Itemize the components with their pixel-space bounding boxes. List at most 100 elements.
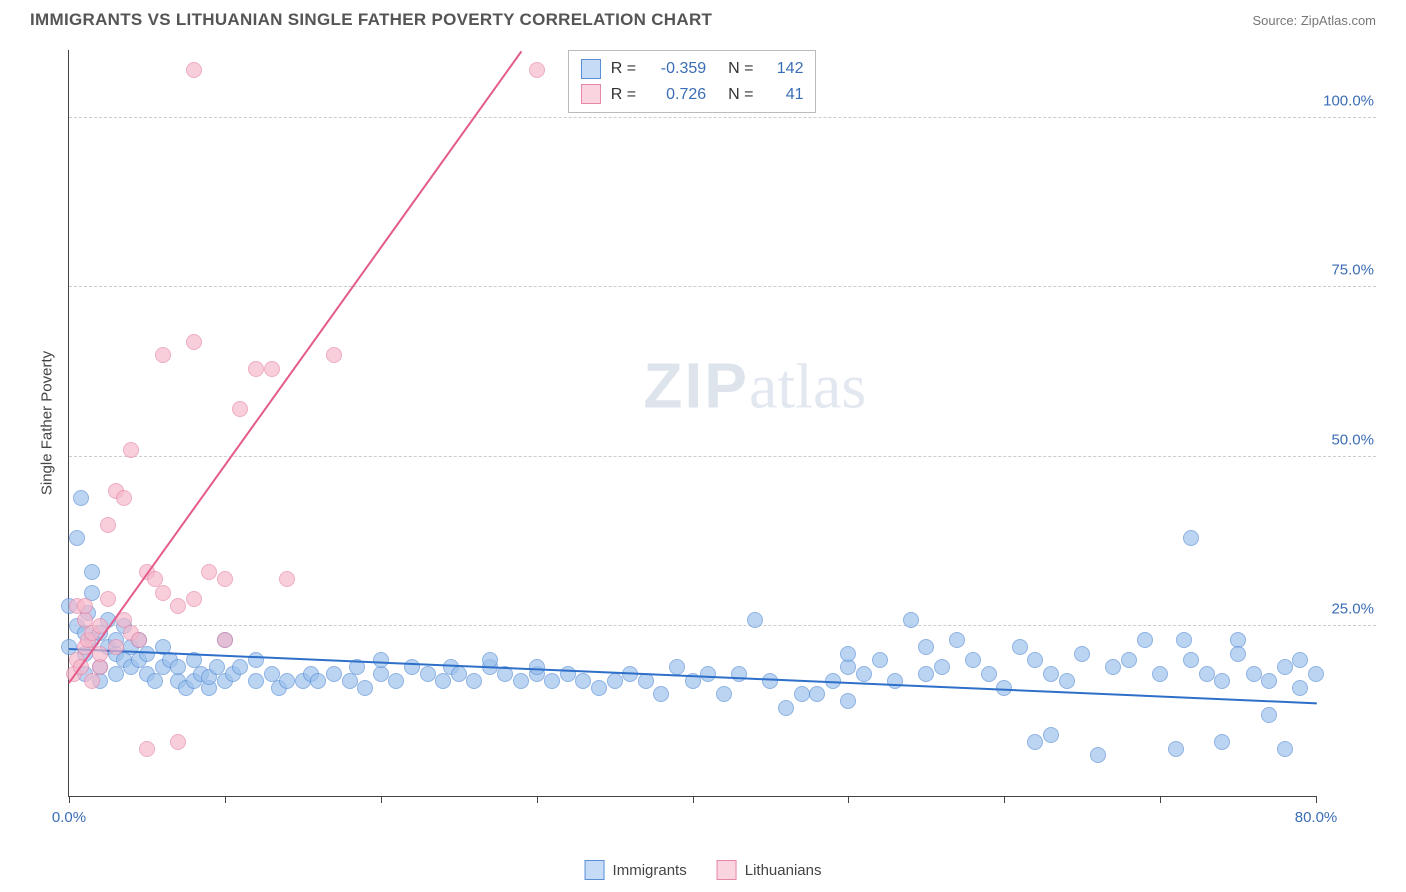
data-point xyxy=(388,673,404,689)
x-tick xyxy=(69,796,70,803)
legend-stats-row: R = -0.359 N = 142 xyxy=(581,56,804,82)
data-point xyxy=(435,673,451,689)
data-point xyxy=(1183,530,1199,546)
data-point xyxy=(700,666,716,682)
x-tick xyxy=(1316,796,1317,803)
data-point xyxy=(1183,652,1199,668)
data-point xyxy=(232,401,248,417)
data-point xyxy=(1176,632,1192,648)
data-point xyxy=(981,666,997,682)
data-point xyxy=(778,700,794,716)
watermark: ZIPatlas xyxy=(643,348,866,423)
data-point xyxy=(108,639,124,655)
data-point xyxy=(591,680,607,696)
data-point xyxy=(84,673,100,689)
data-point xyxy=(1199,666,1215,682)
data-point xyxy=(170,659,186,675)
data-point xyxy=(342,673,358,689)
data-point xyxy=(108,666,124,682)
data-point xyxy=(949,632,965,648)
data-point xyxy=(139,741,155,757)
n-label: N = xyxy=(728,56,753,82)
data-point xyxy=(918,666,934,682)
data-point xyxy=(123,442,139,458)
data-point xyxy=(575,673,591,689)
data-point xyxy=(326,347,342,363)
data-point xyxy=(872,652,888,668)
data-point xyxy=(1292,652,1308,668)
n-value: 41 xyxy=(763,82,803,108)
data-point xyxy=(1277,659,1293,675)
chart-area: Single Father Poverty ZIPatlas R =-0.359… xyxy=(30,50,1376,832)
y-tick-label: 25.0% xyxy=(1331,601,1374,618)
r-value: -0.359 xyxy=(646,56,706,82)
data-point xyxy=(170,598,186,614)
gridline xyxy=(69,286,1376,287)
data-point xyxy=(404,659,420,675)
legend-stats-row: R =0.726N =41 xyxy=(581,82,804,108)
data-point xyxy=(607,673,623,689)
header: IMMIGRANTS VS LITHUANIAN SINGLE FATHER P… xyxy=(0,0,1406,30)
data-point xyxy=(279,673,295,689)
legend-series-item: Lithuanians xyxy=(717,860,822,880)
data-point xyxy=(1261,673,1277,689)
x-tick xyxy=(537,796,538,803)
data-point xyxy=(451,666,467,682)
x-tick xyxy=(693,796,694,803)
data-point xyxy=(1214,673,1230,689)
data-point xyxy=(1043,666,1059,682)
r-value: 0.726 xyxy=(646,82,706,108)
x-tick-label: 80.0% xyxy=(1295,809,1338,826)
data-point xyxy=(155,585,171,601)
data-point xyxy=(934,659,950,675)
gridline xyxy=(69,456,1376,457)
data-point xyxy=(147,673,163,689)
data-point xyxy=(357,680,373,696)
data-point xyxy=(232,659,248,675)
data-point xyxy=(1090,747,1106,763)
legend-swatch xyxy=(581,84,601,104)
source-label: Source: ZipAtlas.com xyxy=(1252,13,1376,28)
data-point xyxy=(69,530,85,546)
data-point xyxy=(1121,652,1137,668)
chart-title: IMMIGRANTS VS LITHUANIAN SINGLE FATHER P… xyxy=(30,10,712,30)
data-point xyxy=(264,361,280,377)
data-point xyxy=(794,686,810,702)
n-value: 142 xyxy=(763,56,803,82)
data-point xyxy=(466,673,482,689)
data-point xyxy=(201,564,217,580)
data-point xyxy=(170,734,186,750)
data-point xyxy=(326,666,342,682)
data-point xyxy=(186,591,202,607)
data-point xyxy=(1152,666,1168,682)
plot-region: Single Father Poverty ZIPatlas R =-0.359… xyxy=(68,50,1316,797)
legend-series: Immigrants Lithuanians xyxy=(585,860,822,880)
data-point xyxy=(420,666,436,682)
x-tick-label: 0.0% xyxy=(52,809,86,826)
data-point xyxy=(840,693,856,709)
data-point xyxy=(155,347,171,363)
data-point xyxy=(1168,741,1184,757)
data-point xyxy=(669,659,685,675)
data-point xyxy=(529,62,545,78)
data-point xyxy=(1027,652,1043,668)
data-point xyxy=(217,632,233,648)
data-point xyxy=(1137,632,1153,648)
y-tick-label: 100.0% xyxy=(1323,92,1374,109)
data-point xyxy=(1230,646,1246,662)
data-point xyxy=(100,591,116,607)
data-point xyxy=(560,666,576,682)
y-tick-label: 50.0% xyxy=(1331,431,1374,448)
legend-series-label: Immigrants xyxy=(613,862,687,879)
data-point xyxy=(840,646,856,662)
legend-swatch xyxy=(717,860,737,880)
data-point xyxy=(248,361,264,377)
data-point xyxy=(1277,741,1293,757)
data-point xyxy=(1292,680,1308,696)
data-point xyxy=(544,673,560,689)
data-point xyxy=(1261,707,1277,723)
r-label: R = xyxy=(611,56,636,82)
legend-series-label: Lithuanians xyxy=(745,862,822,879)
data-point xyxy=(965,652,981,668)
x-tick xyxy=(1004,796,1005,803)
